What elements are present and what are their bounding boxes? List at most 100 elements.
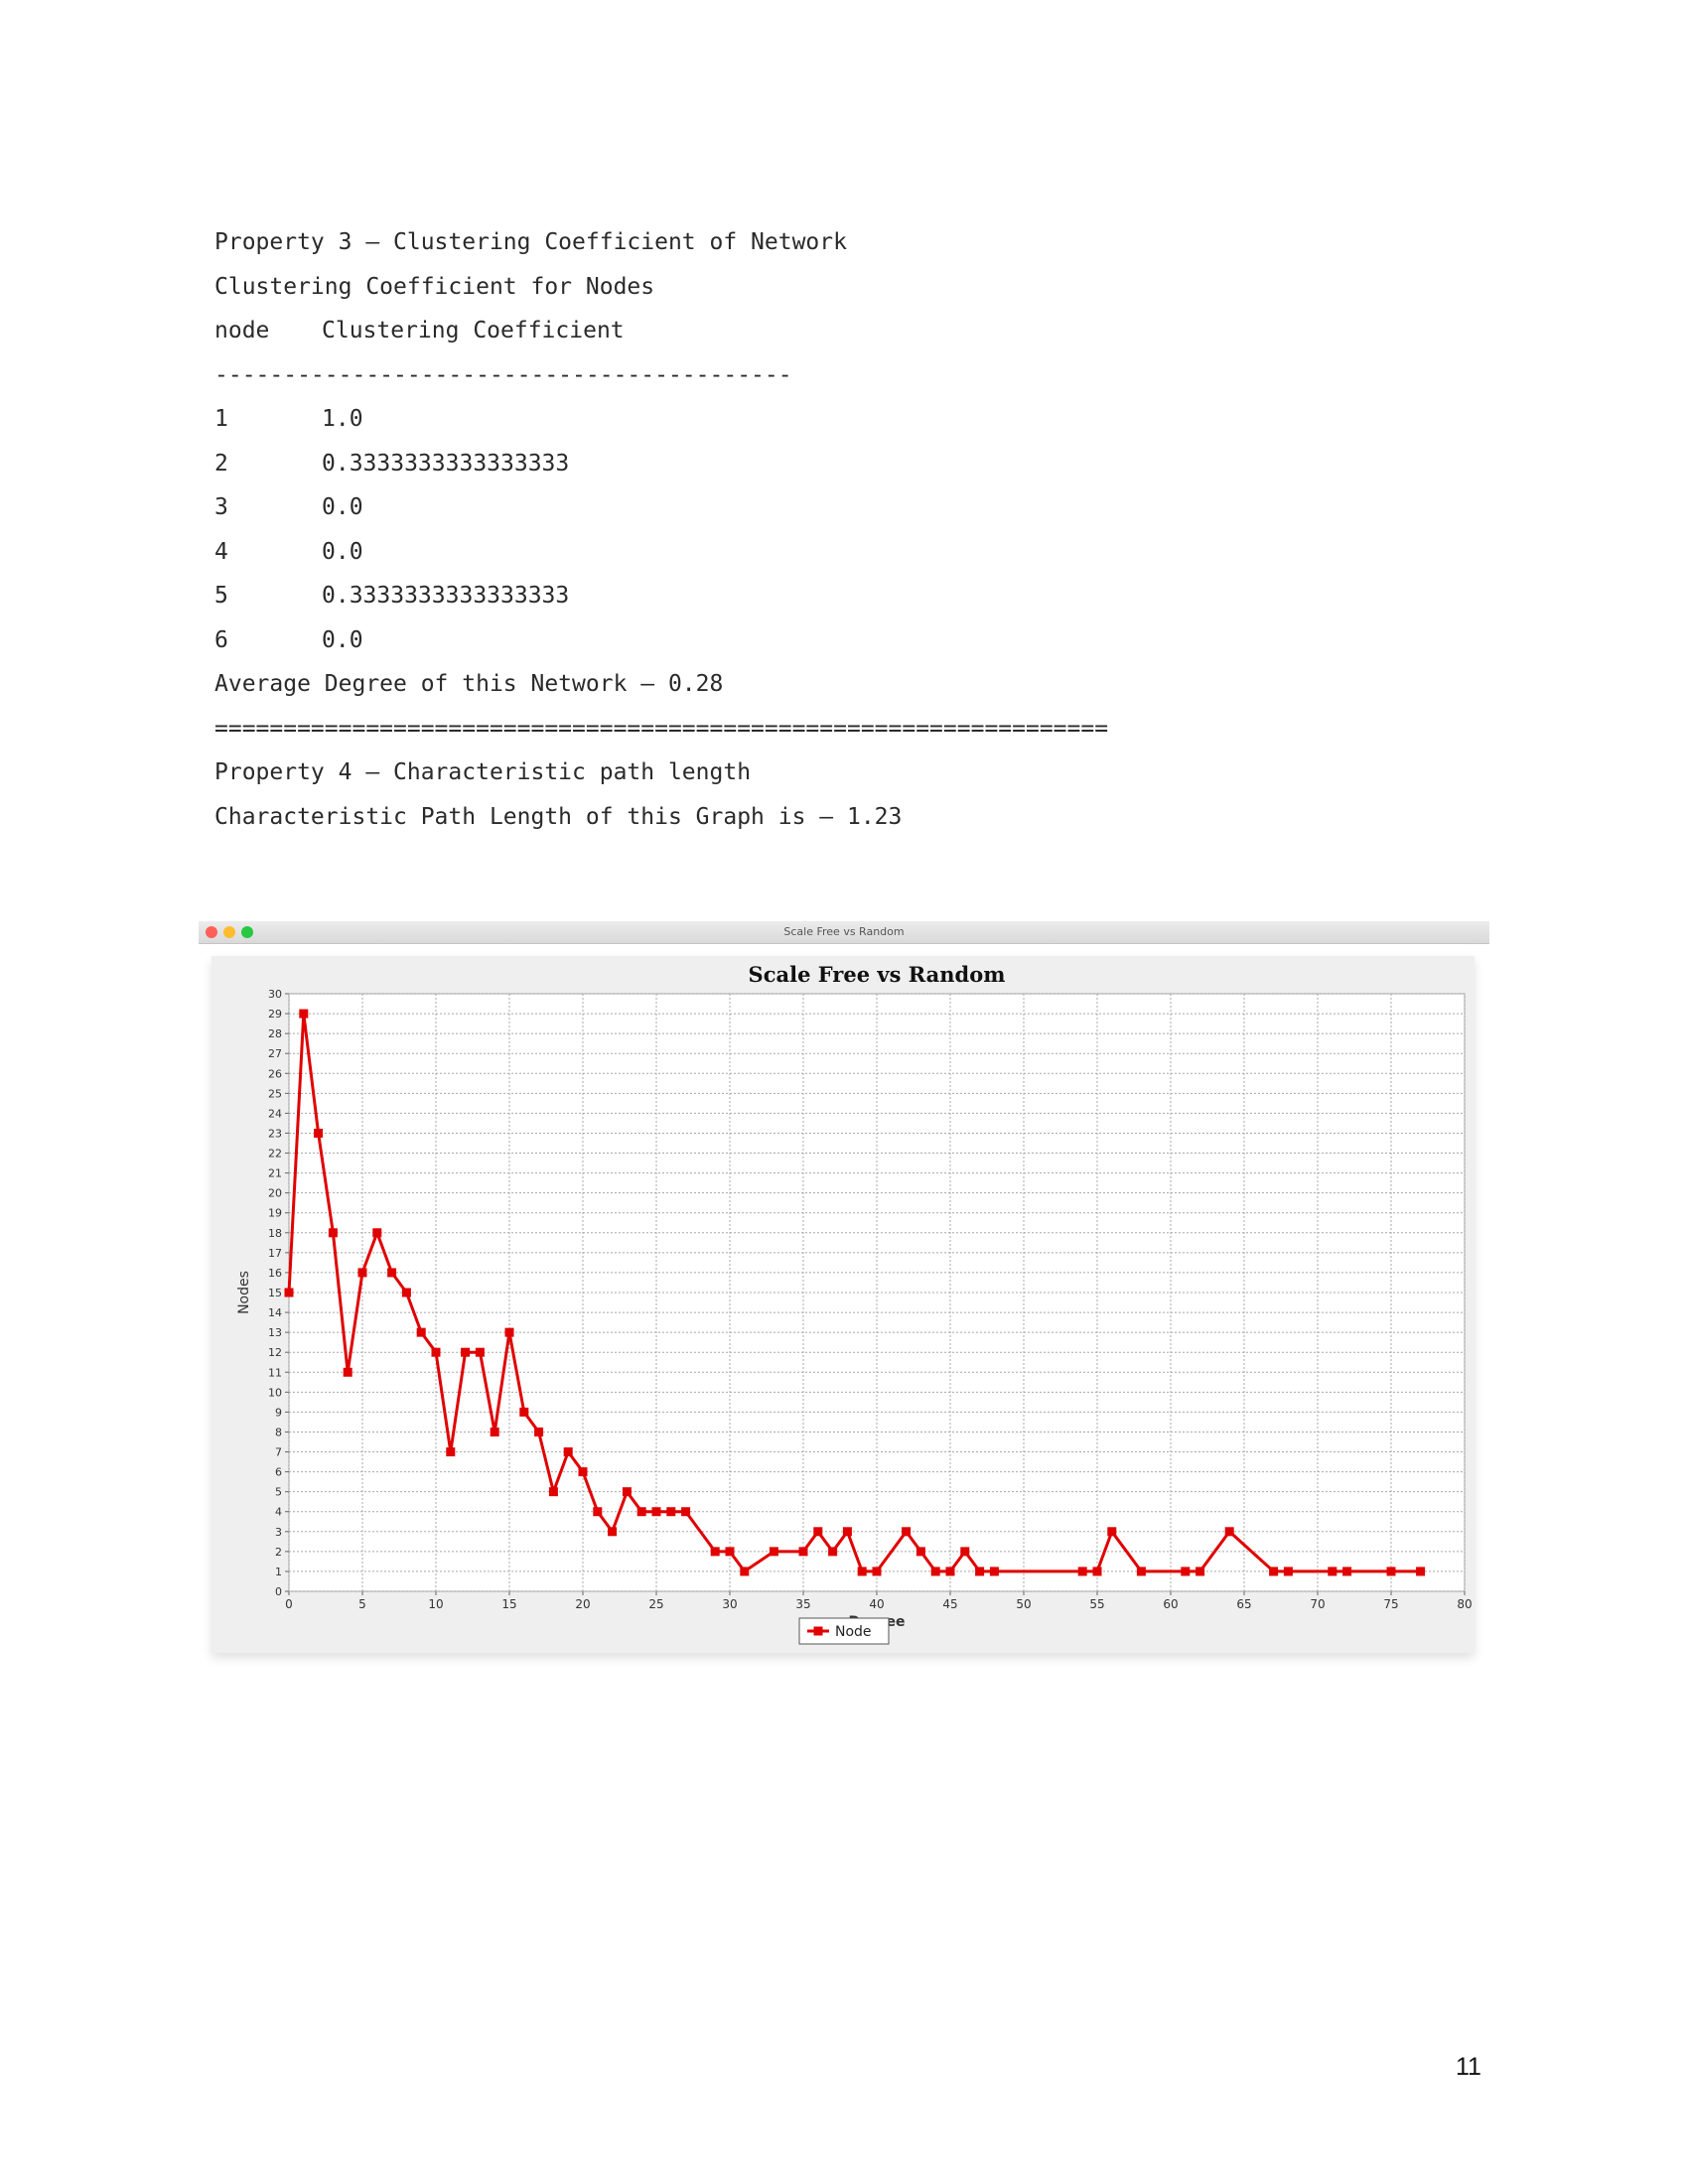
data-point	[563, 1447, 573, 1457]
row-node: 5	[214, 583, 228, 609]
table-row: 3 0.0	[214, 485, 1108, 530]
data-point	[593, 1507, 603, 1517]
data-point	[357, 1268, 367, 1278]
x-tick-label: 20	[575, 1597, 590, 1611]
y-tick-label: 1	[275, 1566, 282, 1578]
y-tick-label: 13	[268, 1326, 282, 1339]
data-point	[534, 1427, 544, 1436]
data-point	[915, 1547, 925, 1557]
data-point	[1269, 1567, 1279, 1576]
data-point	[842, 1527, 852, 1537]
data-point	[769, 1547, 778, 1557]
data-point	[504, 1327, 514, 1337]
row-node: 4	[214, 538, 228, 565]
y-tick-label: 10	[268, 1386, 282, 1399]
x-tick-label: 30	[722, 1597, 737, 1611]
y-tick-label: 19	[268, 1207, 282, 1220]
row-cc: 0.3333333333333333	[322, 450, 570, 477]
y-tick-label: 15	[268, 1287, 282, 1299]
x-tick-label: 50	[1016, 1597, 1031, 1611]
data-point	[446, 1447, 456, 1457]
row-cc: 1.0	[322, 406, 363, 432]
legend-label: Node	[835, 1624, 872, 1640]
data-point	[710, 1547, 720, 1557]
data-point	[740, 1567, 750, 1576]
data-point	[651, 1507, 661, 1517]
y-tick-label: 20	[268, 1187, 282, 1200]
data-point	[328, 1228, 338, 1238]
data-point	[490, 1427, 499, 1436]
page-number: 11	[1456, 2053, 1481, 2081]
legend-marker	[813, 1626, 823, 1636]
data-point	[930, 1567, 940, 1576]
data-point	[475, 1347, 485, 1357]
col-node: node	[214, 318, 270, 343]
x-tick-label: 65	[1236, 1597, 1251, 1611]
x-tick-label: 25	[648, 1597, 663, 1611]
y-tick-label: 5	[275, 1486, 282, 1499]
y-tick-label: 22	[268, 1148, 282, 1160]
y-tick-label: 30	[268, 988, 282, 1001]
data-point	[401, 1288, 411, 1297]
data-point	[343, 1367, 352, 1377]
data-point	[299, 1009, 309, 1019]
property3-title: Property 3 – Clustering Coefficient of N…	[214, 229, 847, 255]
line-chart: 0 5 10 15 20 25 30 35 40 45 50 55 60 65 70 75 8001234567…	[236, 962, 1473, 1645]
data-point	[548, 1487, 558, 1497]
row-cc: 0.3333333333333333	[322, 583, 570, 609]
data-point	[1077, 1567, 1087, 1576]
y-tick-label: 8	[275, 1426, 282, 1438]
data-point	[387, 1268, 397, 1278]
table-header: node Clustering Coefficient	[214, 309, 1108, 353]
data-point	[622, 1487, 632, 1497]
data-point	[666, 1507, 676, 1517]
data-point	[372, 1228, 382, 1238]
row-cc: 0.0	[322, 538, 363, 565]
data-point	[1196, 1567, 1205, 1576]
data-point	[945, 1567, 955, 1576]
y-tick-label: 7	[275, 1446, 282, 1459]
data-point	[416, 1327, 426, 1337]
table-row: 6 0.0	[214, 618, 1108, 663]
x-tick-label: 70	[1310, 1597, 1325, 1611]
series-line-node	[287, 1012, 1421, 1573]
data-point	[872, 1567, 882, 1576]
cc-heading: Clustering Coefficient for Nodes	[214, 273, 655, 300]
y-tick-label: 12	[268, 1346, 282, 1359]
y-tick-label: 16	[268, 1267, 282, 1280]
table-row: 1 1.0	[214, 397, 1108, 442]
y-tick-label: 28	[268, 1027, 282, 1040]
data-point	[989, 1567, 999, 1576]
x-tick-label: 35	[795, 1597, 810, 1611]
zoom-icon[interactable]	[241, 926, 253, 938]
row-node: 3	[214, 494, 228, 520]
y-tick-label: 24	[268, 1107, 282, 1120]
y-tick-label: 29	[268, 1008, 282, 1021]
row-node: 2	[214, 450, 228, 477]
y-tick-label: 27	[268, 1047, 282, 1060]
x-tick-label: 0	[285, 1597, 293, 1611]
y-tick-label: 26	[268, 1067, 282, 1080]
minimize-icon[interactable]	[223, 926, 235, 938]
x-tick-label: 80	[1457, 1597, 1472, 1611]
y-tick-label: 17	[268, 1247, 282, 1260]
x-tick-label: 10	[428, 1597, 443, 1611]
window-titlebar[interactable]: Scale Free vs Random	[199, 921, 1489, 944]
row-cc: 0.0	[322, 494, 363, 520]
y-tick-label: 0	[275, 1585, 282, 1598]
window-title: Scale Free vs Random	[783, 925, 905, 938]
x-tick-label: 55	[1089, 1597, 1104, 1611]
data-point	[519, 1407, 529, 1417]
data-point	[1107, 1527, 1117, 1537]
data-point	[431, 1347, 441, 1357]
data-point	[1092, 1567, 1102, 1576]
y-tick-label: 2	[275, 1546, 282, 1559]
average-degree: Average Degree of this Network – 0.28	[214, 671, 724, 697]
data-point	[578, 1467, 588, 1477]
table-row: 5 0.3333333333333333	[214, 574, 1108, 618]
x-tick-label: 75	[1383, 1597, 1398, 1611]
y-tick-label: 21	[268, 1167, 282, 1180]
separator-short: ----------------------------------------…	[214, 361, 792, 388]
close-icon[interactable]	[206, 926, 217, 938]
data-point	[1136, 1567, 1146, 1576]
